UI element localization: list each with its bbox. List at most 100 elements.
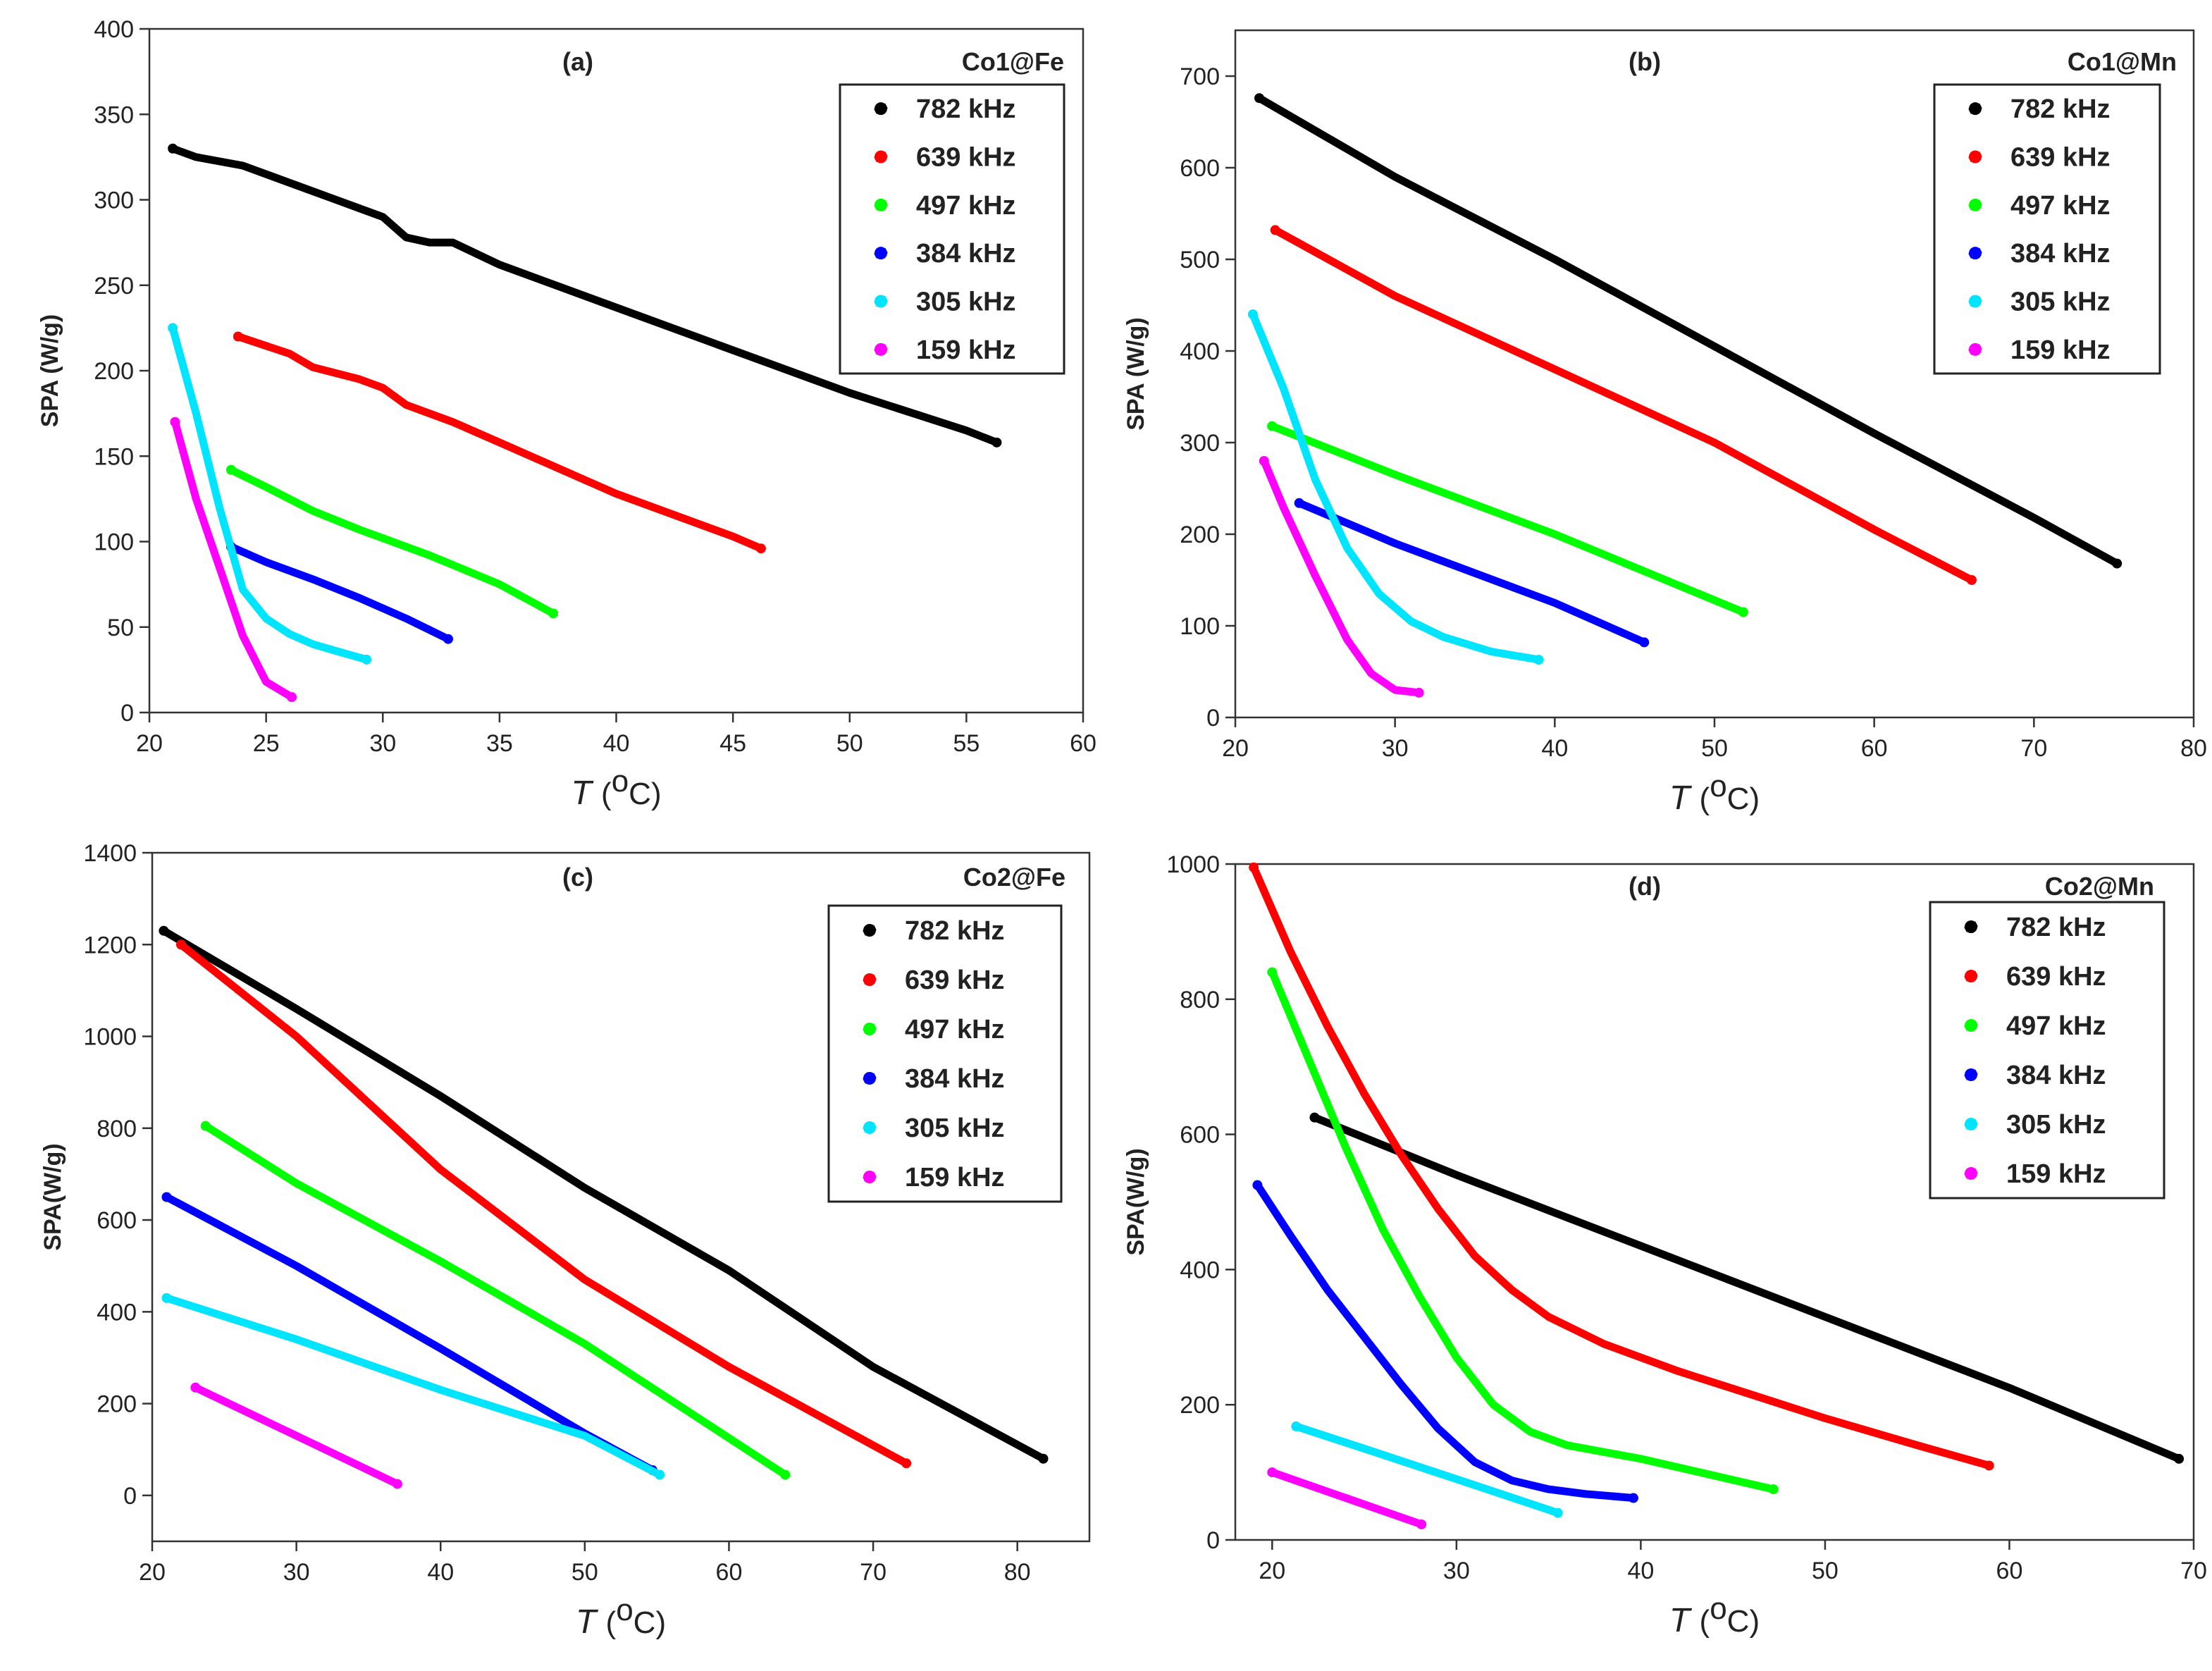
legend-marker-line: [1968, 151, 1982, 163]
series-start-point: [1294, 498, 1304, 508]
legend-marker-line: [1964, 1020, 1978, 1031]
series-end-point: [362, 654, 372, 665]
series-line-782-khz: [1311, 1114, 2183, 1463]
series-end-point: [392, 1479, 402, 1489]
series-start-point: [1259, 456, 1269, 466]
series-line-159-khz: [171, 418, 296, 701]
series-end-point: [287, 692, 297, 703]
y-tick-label: 150: [94, 443, 134, 470]
legend-marker-line: [874, 344, 888, 355]
series-start-point: [170, 417, 180, 427]
x-tick-label: 20: [1222, 735, 1249, 762]
x-axis-title: T (oC): [571, 764, 661, 812]
legend-label: 159 kHz: [2010, 335, 2111, 365]
series-start-point: [1309, 1112, 1320, 1123]
series-line-305-khz: [1292, 1422, 1562, 1517]
legend-label: 639 kHz: [2006, 962, 2106, 992]
legend-box: [1933, 83, 2161, 375]
legend-label: 782 kHz: [2006, 913, 2106, 942]
panel-c-co2-fe: 20 30 40 50 60 70 800200400600800100012001400T…: [39, 840, 1091, 1641]
legend-label: 159 kHz: [905, 1163, 1005, 1192]
legend-label: 782 kHz: [2010, 94, 2111, 124]
legend-marker-line: [874, 199, 888, 211]
legend-label: 305 kHz: [2010, 288, 2111, 317]
legend-marker-line: [874, 247, 888, 259]
x-tick-label: 25: [253, 730, 280, 757]
legend-label: 384 kHz: [2006, 1061, 2106, 1090]
sample-title: Co2@Mn: [2045, 872, 2154, 901]
y-tick-label: 1000: [1166, 851, 1220, 878]
legend-marker-line: [874, 103, 888, 114]
series-end-point: [655, 1469, 665, 1480]
legend-marker-line: [863, 1171, 877, 1183]
legend-label: 639 kHz: [2010, 143, 2111, 173]
y-tick-label: 600: [97, 1207, 137, 1234]
legend-label: 497 kHz: [916, 191, 1016, 221]
x-tick-label: 50: [836, 730, 863, 757]
legend-label: 497 kHz: [2006, 1011, 2106, 1041]
y-tick-label: 200: [94, 358, 134, 385]
series-end-point: [1038, 1453, 1049, 1464]
y-tick-label: 300: [94, 187, 134, 214]
x-tick-label: 55: [953, 730, 980, 757]
x-axis-title: T (oC): [1669, 769, 1760, 817]
x-tick-label: 60: [1996, 1558, 2023, 1584]
legend-marker-line: [1968, 103, 1982, 114]
legend-marker-line: [1968, 199, 1982, 211]
series-line-497-khz: [1268, 968, 1778, 1493]
x-tick-label: 30: [283, 1559, 310, 1586]
series-start-point: [1291, 1421, 1302, 1431]
series-start-point: [225, 464, 236, 475]
legend-label: 782 kHz: [916, 94, 1016, 124]
series-line-497-khz: [227, 466, 557, 617]
legend-marker-line: [863, 1023, 877, 1035]
series-line-159-khz: [1260, 457, 1423, 697]
legend-label: 497 kHz: [2010, 191, 2111, 221]
series-line-497-khz: [202, 1122, 789, 1479]
series-start-point: [190, 1382, 201, 1393]
legend-label: 159 kHz: [916, 335, 1016, 365]
series-start-point: [168, 323, 178, 333]
y-tick-label: 300: [1180, 430, 1220, 457]
series-end-point: [1414, 687, 1424, 698]
x-tick-label: 30: [369, 730, 396, 757]
series-start-point: [200, 1121, 211, 1131]
series-end-point: [755, 543, 766, 554]
series-end-point: [2112, 558, 2123, 569]
y-tick-label: 400: [94, 16, 134, 43]
series-start-point: [1252, 1180, 1263, 1190]
x-tick-label: 30: [1382, 735, 1409, 762]
x-axis-title: T (oC): [576, 1593, 666, 1641]
legend-label: 639 kHz: [916, 143, 1016, 173]
y-tick-label: 700: [1180, 63, 1220, 90]
y-tick-label: 200: [1180, 1392, 1220, 1419]
series-end-point: [1768, 1484, 1779, 1495]
series-start-point: [1270, 225, 1280, 235]
legend-marker-line: [863, 974, 877, 985]
legend-label: 384 kHz: [2010, 239, 2111, 269]
y-tick-label: 1200: [83, 932, 137, 958]
panel-label: (a): [562, 47, 593, 76]
y-tick-label: 350: [94, 101, 134, 128]
x-tick-label: 20: [136, 730, 163, 757]
series-start-point: [1249, 862, 1259, 873]
legend-label: 305 kHz: [2006, 1110, 2106, 1140]
x-tick-label: 50: [1812, 1558, 1839, 1584]
legend-box: [827, 904, 1063, 1203]
y-tick-label: 0: [1206, 1527, 1220, 1554]
series-end-point: [991, 437, 1002, 448]
y-tick-label: 0: [121, 700, 134, 727]
x-tick-label: 40: [1541, 735, 1568, 762]
series-line-159-khz: [1268, 1468, 1426, 1529]
legend-label: 782 kHz: [905, 916, 1005, 946]
panel-label: (c): [562, 863, 593, 892]
y-tick-label: 400: [1180, 338, 1220, 365]
legend-marker-line: [1964, 970, 1978, 982]
y-axis-title: SPA(W/g): [39, 1143, 66, 1250]
x-tick-label: 70: [2180, 1558, 2207, 1584]
legend-box: [1929, 901, 2165, 1200]
series-end-point: [1552, 1507, 1563, 1518]
x-tick-label: 45: [719, 730, 746, 757]
series-start-point: [161, 1293, 172, 1303]
